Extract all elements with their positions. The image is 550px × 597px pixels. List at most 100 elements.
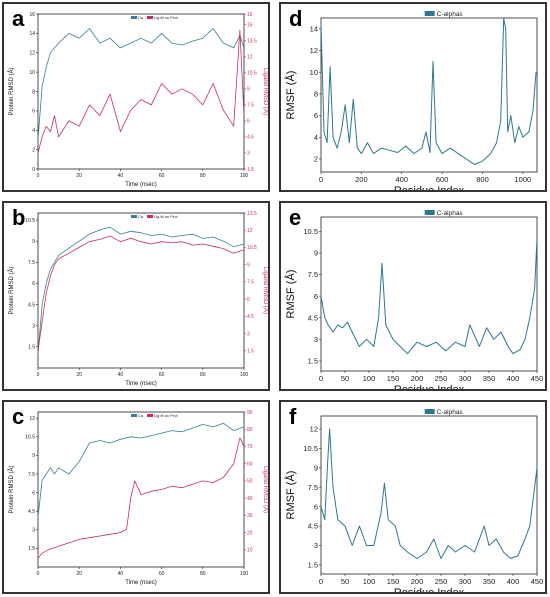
x-tick-label: 400 [507,374,520,383]
y2-tick-label: 40 [247,496,253,502]
y-tick-label: 4 [314,133,318,142]
y-tick-label: 3 [314,335,318,344]
y-tick-label: 6 [314,502,318,511]
y-tick-label: 6 [314,292,318,301]
y2-tick-label: 60 [247,461,253,467]
y-tick-label: 12 [310,46,318,55]
y-tick-label: 7.5 [28,472,35,478]
x-tick-label: 450 [531,577,544,586]
x-tick-label: 450 [531,374,544,383]
legend-swatch [147,414,153,417]
x-tick-label: 50 [341,577,349,586]
y-tick-label: 10.5 [303,444,318,453]
x-tick-label: 0 [37,571,40,577]
legend-label: Cα [138,15,144,20]
x-tick-label: 0 [37,173,40,179]
y2-tick-label: 80 [247,427,253,433]
x-axis-label: Time (nsec) [125,381,156,387]
series-line-secondary [37,235,245,351]
y2-tick-label: 4.5 [247,135,254,141]
chart-a-protein-ligand-rmsd: 0 20 40 60 80 100 0 2 4 6 8 10 12 14 16 1.5 3 4.5 6 7.5 9 10.… [8,12,268,188]
panel-label-d: d [289,6,303,31]
legend-swatch [131,414,137,417]
legend-swatch [424,210,435,215]
x-tick-label: 60 [159,173,165,179]
plot-frame [37,411,245,568]
panel-label-e: e [289,205,302,230]
y-tick-label: 1.5 [28,546,35,552]
x-tick-label: 200 [355,175,368,184]
y2-tick-label: 13.5 [247,38,257,44]
legend-label: C-alphas [437,210,464,217]
y-tick-label: 4.5 [28,302,35,308]
y2-tick-label: 6 [247,119,250,125]
legend-swatch [131,215,137,218]
x-tick-label: 200 [411,577,424,586]
chart-d-rmsf: 0 200 400 600 800 1000 2 4 6 8 10 12 14 Residue Index… [284,11,538,190]
y2-axis-label: Ligand RMSD (Å) [262,68,268,115]
x-tick-label: 200 [411,374,424,383]
plot-frame [37,13,245,170]
y-tick-label: 10.5 [303,227,318,236]
panel-label-f: f [289,404,297,429]
panel-label-c: c [12,404,25,429]
y-tick-label: 2 [32,147,35,153]
y2-tick-label: 90 [247,410,253,416]
y-tick-label: 6 [32,490,35,496]
x-tick-label: 0 [319,374,323,383]
y-tick-label: 8 [314,90,318,99]
y-tick-label: 14 [29,31,35,37]
series-line-secondary [37,437,245,559]
legend-swatch [147,16,153,19]
y2-tick-label: 9 [247,87,250,93]
legend-swatch [424,11,435,16]
chart-e-rmsf: 0 50 100 150 200 250 300 350 400 450 1.5 3 4.5 6 7.5 9 1… [284,210,544,389]
panel-f: f 0 50 100 150 200 250 300 350 400 450 1.5 3 4.5 6 7.5… [279,400,547,594]
panel-label-b: b [12,205,26,230]
y2-tick-label: 3 [247,331,250,337]
legend-swatch [147,215,153,218]
y2-tick-label: 15 [247,22,253,28]
y-tick-label: 9 [314,463,318,472]
y-tick-label: 7.5 [308,270,318,279]
y-tick-label: 7.5 [28,260,35,266]
y-tick-label: 4 [32,128,35,134]
y2-tick-label: 20 [247,530,253,536]
x-tick-label: 600 [436,175,449,184]
chart-f-rmsf: 0 50 100 150 200 250 300 350 400 450 1.5 3 4.5 6 7.5 9 1… [284,409,544,592]
y2-tick-label: 1.5 [247,167,254,173]
y-axis-label: RMSF (Å) [284,71,297,120]
y2-tick-label: 10.5 [247,245,257,251]
panel-b: b 0 20 40 60 80 100 1.5 3 4.5 6 7.5 9 10.5 1.5 3 4.5 6 7.… [2,201,270,391]
x-tick-label: 80 [200,571,206,577]
y-tick-label: 2 [314,155,318,164]
x-tick-label: 40 [118,372,124,378]
y-tick-label: 3 [32,323,35,329]
x-tick-label: 150 [387,577,400,586]
y-tick-label: 4.5 [28,509,35,515]
x-axis-label: Time (nsec) [125,182,156,188]
y-tick-label: 10.5 [25,218,35,224]
x-tick-label: 20 [76,173,82,179]
y-tick-label: 10 [29,70,35,76]
x-tick-label: 100 [240,571,249,577]
y-tick-label: 9 [314,249,318,258]
x-tick-label: 400 [395,175,408,184]
legend-label: Lig fit on Prot [154,214,178,219]
y2-tick-label: 7.5 [247,280,254,286]
x-axis-label: Residue Index [394,185,465,190]
y2-tick-label: 16 [247,12,253,18]
x-tick-label: 350 [483,374,496,383]
y-tick-label: 6 [314,111,318,120]
plot-frame [320,216,538,372]
y-tick-label: 1.5 [308,561,318,570]
y2-tick-label: 30 [247,513,253,519]
y-tick-label: 9 [32,239,35,245]
x-tick-label: 0 [319,175,323,184]
legend-label: C-alphas [437,11,464,18]
y2-tick-label: 10.5 [247,71,257,77]
y-axis-label: Protein RMSD (Å) [8,266,15,314]
y-tick-label: 0 [32,167,35,173]
x-tick-label: 300 [459,577,472,586]
y-axis-label: RMSF (Å) [284,270,297,319]
